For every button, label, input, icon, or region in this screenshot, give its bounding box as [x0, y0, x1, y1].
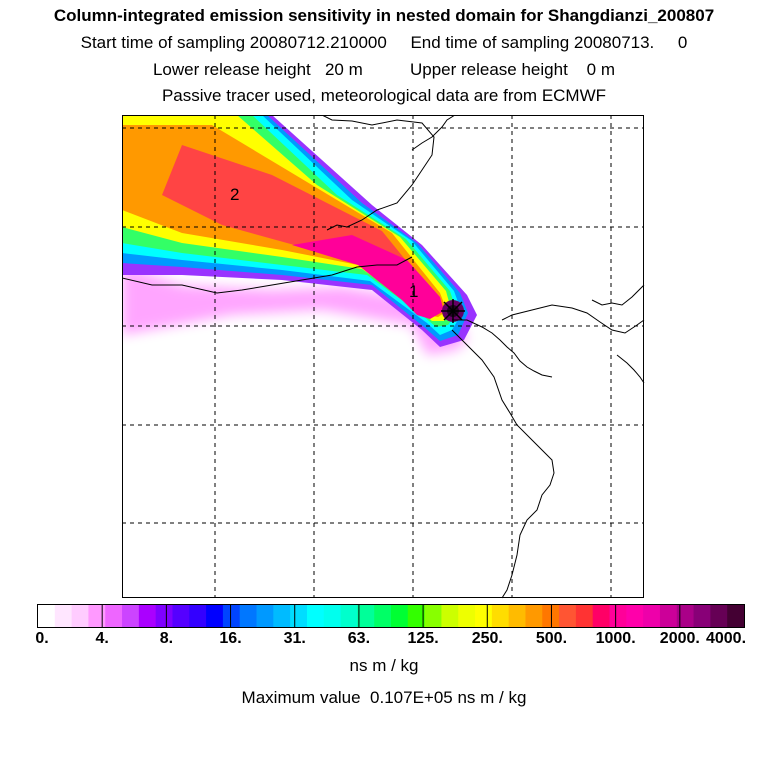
colorbar-cell: [138, 605, 157, 627]
colorbar-cell: [88, 605, 106, 627]
colorbar-tick-label: 63.: [347, 630, 371, 647]
colorbar-cell: [155, 605, 173, 627]
colorbar-cell: [710, 605, 728, 627]
colorbar-cell: [391, 605, 409, 627]
colorbar-tick-label: 1000.: [595, 630, 636, 647]
colorbar-tick-label: 0.: [35, 630, 49, 647]
colorbar-cell: [256, 605, 274, 627]
maximum-value: Maximum value 0.107E+05 ns m / kg: [241, 688, 527, 707]
colorbar-cell: [239, 605, 258, 627]
colorbar-cell: [71, 605, 89, 627]
colorbar-cell: [105, 605, 123, 627]
colorbar-cell: [441, 605, 459, 627]
colorbar-cell: [290, 605, 308, 627]
colorbar-cell: [424, 605, 442, 627]
plume: [122, 115, 477, 355]
colorbar-cell: [323, 605, 342, 627]
colorbar-cell: [374, 605, 392, 627]
plume-band-pink: [292, 235, 444, 319]
lat-lon-grid: [122, 115, 644, 598]
receptor-marker: [441, 299, 465, 323]
colorbar-cell: [306, 605, 325, 627]
colorbar-cell: [122, 605, 140, 627]
colorbar-cell: [559, 605, 577, 627]
colorbar-cell: [458, 605, 476, 627]
colorbar-cell: [542, 605, 560, 627]
colorbar-cell: [38, 605, 56, 627]
trajectory-label-2: 2: [230, 185, 239, 204]
colorbar-tick-label: 500.: [535, 630, 568, 647]
colorbar-cell: [592, 605, 611, 627]
colorbar-cell: [475, 605, 493, 627]
colorbar-cell: [54, 605, 73, 627]
colorbar-tick-label: 250.: [471, 630, 503, 647]
tracer-note: Passive tracer used, meteorological data…: [161, 86, 607, 105]
colorbar-tick-label: 31.: [283, 630, 306, 647]
colorbar-cell: [491, 605, 510, 627]
colorbar-cell: [508, 605, 526, 627]
colorbar-cell: [659, 605, 678, 627]
colorbar-cell: [609, 605, 627, 627]
sensitivity-map: 1 2: [122, 115, 645, 599]
colorbar-tick-label: 8.: [159, 630, 174, 647]
colorbar-frame: [37, 604, 745, 628]
colorbar-tick-label: 125.: [407, 630, 439, 647]
colorbar-units: ns m / kg: [349, 656, 419, 675]
colorbar-cell: [407, 605, 426, 627]
coastline: [122, 115, 645, 599]
colorbar-tick-label: 2000.: [659, 630, 700, 647]
colorbar-cell: [727, 605, 745, 627]
release-height: Lower release height 20 m Upper release …: [152, 60, 616, 79]
colorbar: [37, 604, 745, 628]
colorbar-cell: [206, 605, 224, 627]
colorbar-cell: [575, 605, 594, 627]
colorbar-cell: [222, 605, 241, 627]
colorbar-cell: [189, 605, 207, 627]
colorbar-tick-label: 16.: [219, 630, 242, 647]
colorbar-cell: [693, 605, 711, 627]
colorbar-cell: [172, 605, 190, 627]
colorbar-cell: [340, 605, 358, 627]
plume-band-magenta: [122, 265, 467, 355]
map-frame: [122, 115, 644, 598]
plot-title: Column-integrated emission sensitivity i…: [53, 6, 715, 25]
colorbar-cell: [525, 605, 543, 627]
colorbar-tick-label: 4.: [95, 630, 109, 647]
colorbar-cell: [643, 605, 661, 627]
colorbar-cell: [626, 605, 644, 627]
colorbar-cell: [357, 605, 375, 627]
sampling-time: Start time of sampling 20080712.210000 E…: [80, 33, 688, 52]
colorbar-cell: [273, 605, 291, 627]
colorbar-cell: [676, 605, 695, 627]
trajectory-label-1: 1: [409, 282, 418, 301]
colorbar-tick-label: 4000.: [705, 630, 747, 647]
